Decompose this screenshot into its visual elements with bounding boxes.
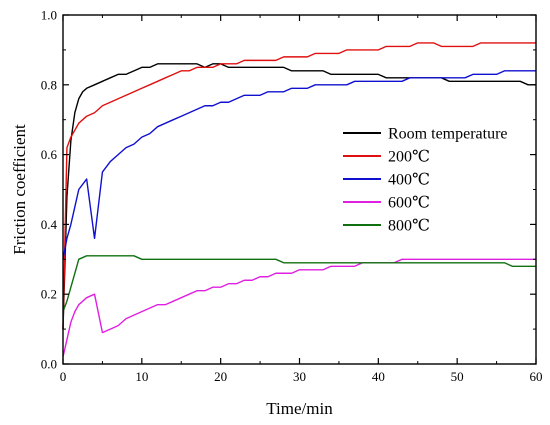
x-tick-label-30: 30 <box>293 369 306 384</box>
x-tick-label-20: 20 <box>214 369 227 384</box>
x-tick-label-10: 10 <box>135 369 148 384</box>
y-tick-label-2: 0.4 <box>41 217 58 232</box>
series-line-4 <box>62 258 536 358</box>
y-tick-label-5: 1.0 <box>41 8 57 23</box>
y-axis-label: Friction coefficient <box>10 124 29 255</box>
series-line-5 <box>62 255 536 312</box>
x-tick-label-0: 0 <box>60 369 67 384</box>
y-tick-label-3: 0.6 <box>41 147 58 162</box>
series-line-2 <box>62 42 536 330</box>
y-tick-label-0: 0.0 <box>41 357 57 372</box>
legend-label-2: 200℃ <box>388 149 430 166</box>
series-line-1 <box>62 63 536 330</box>
legend-label-5: 800℃ <box>388 218 430 235</box>
legend-label-3: 400℃ <box>388 172 430 189</box>
axes-layer: 0 10 20 30 40 50 60 0.0 0.2 0.4 0.6 0.8 1.0 <box>41 8 543 385</box>
y-tick-label-4: 0.8 <box>41 77 57 92</box>
x-tick-label-50: 50 <box>451 369 464 384</box>
series-line-3 <box>62 70 536 260</box>
x-axis-label: Time/min <box>266 399 333 418</box>
legend: Room temperature 200℃ 400℃ 600℃ 800℃ <box>343 126 508 235</box>
legend-label-4: 600℃ <box>388 195 430 212</box>
series-layer <box>62 42 536 358</box>
x-tick-label-40: 40 <box>372 369 385 384</box>
legend-label-1: Room temperature <box>388 126 508 143</box>
x-tick-label-60: 60 <box>530 369 543 384</box>
y-tick-label-1: 0.2 <box>41 287 57 302</box>
